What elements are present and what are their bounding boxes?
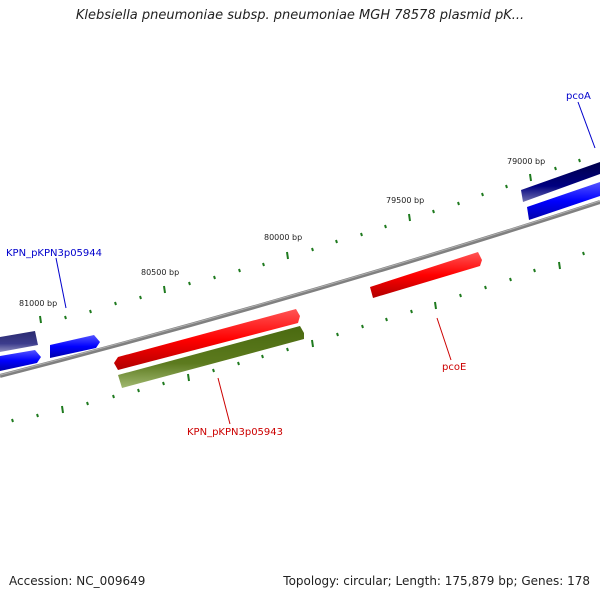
gene-KPN_pKPN3p05943-companion-feature[interactable] bbox=[118, 326, 304, 388]
tick-label-79500: 79500 bp bbox=[386, 196, 424, 205]
KPN_pKPN3p05944-leader-line bbox=[55, 257, 67, 309]
gene-left-slate-feature[interactable] bbox=[0, 331, 38, 352]
gene-pcoA-inner-feature[interactable] bbox=[527, 182, 600, 220]
gene-KPN_pKPN3p05944-feature[interactable] bbox=[50, 335, 100, 358]
pcoE-leader-line bbox=[436, 317, 452, 361]
plasmid-backbone-highlight bbox=[0, 200, 600, 376]
tick-label-80000: 80000 bp bbox=[264, 233, 302, 242]
KPN_pKPN3p05943-leader-line bbox=[217, 377, 231, 425]
gene-label-pcoE[interactable]: pcoE bbox=[442, 362, 466, 373]
tick-label-79000: 79000 bp bbox=[507, 157, 545, 166]
gene-label-pcoA[interactable]: pcoA bbox=[566, 91, 591, 102]
gene-pcoA-outer-feature[interactable] bbox=[521, 162, 600, 202]
gene-label-KPN_pKPN3p05943[interactable]: KPN_pKPN3p05943 bbox=[187, 427, 283, 438]
plasmid-backbone bbox=[0, 200, 600, 378]
topology-summary-text: Topology: circular; Length: 175,879 bp; … bbox=[283, 574, 590, 588]
inner-tick-ring bbox=[11, 251, 585, 423]
gene-left-blue-feature[interactable] bbox=[0, 350, 41, 371]
gene-pcoE-feature[interactable] bbox=[370, 252, 482, 298]
pcoA-leader-line bbox=[577, 101, 596, 149]
tick-label-81000: 81000 bp bbox=[19, 299, 57, 308]
tick-label-80500: 80500 bp bbox=[141, 268, 179, 277]
gene-label-KPN_pKPN3p05944[interactable]: KPN_pKPN3p05944 bbox=[6, 248, 102, 259]
accession-text: Accession: NC_009649 bbox=[9, 574, 146, 588]
map-title: Klebsiella pneumoniae subsp. pneumoniae … bbox=[75, 8, 525, 23]
outer-tick-ring bbox=[39, 158, 581, 324]
gene-KPN_pKPN3p05943-feature[interactable] bbox=[114, 309, 300, 370]
